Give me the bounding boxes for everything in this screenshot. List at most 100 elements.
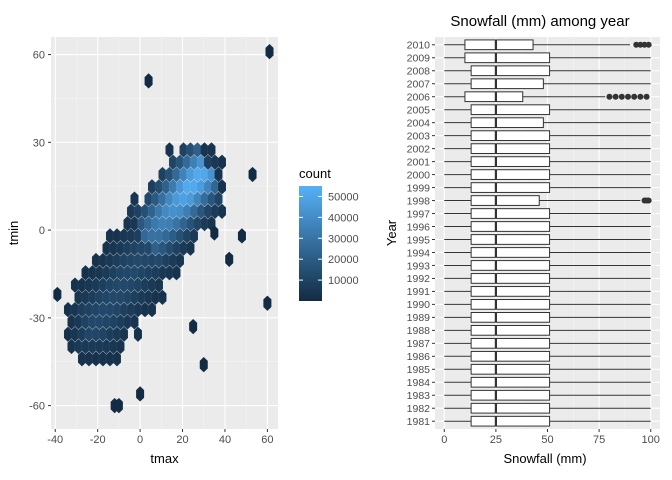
- hexbin-x-tick-label: 60: [261, 434, 273, 446]
- boxplot-iqr-box: [470, 415, 551, 427]
- boxplot-y-tick-label: 2002: [407, 143, 431, 155]
- hexbin-y-tick-label: -30: [29, 313, 45, 325]
- hexbin-outlier-cell: [237, 228, 246, 244]
- hexbin-cell: [214, 166, 223, 183]
- boxplot-iqr-box: [470, 363, 551, 375]
- hexbin-cell: [116, 338, 125, 355]
- boxplot-box-1991: [444, 286, 651, 297]
- legend-tick-label: 50000: [328, 191, 359, 203]
- boxplot-box-2003: [444, 130, 651, 142]
- boxplot-box-1993: [444, 260, 651, 271]
- boxplot-iqr-box: [470, 208, 551, 219]
- boxplot-iqr-box: [470, 402, 551, 414]
- hexbin-outlier-cell: [136, 386, 145, 402]
- boxplot-box-1985: [444, 363, 651, 375]
- boxplot-box-1995: [444, 234, 651, 245]
- legend-colorbar: [299, 186, 322, 301]
- boxplot-y-tick-label: 1985: [407, 364, 431, 376]
- boxplot-outlier: [643, 93, 650, 100]
- hexbin-cell: [214, 191, 223, 207]
- boxplot-y-tick-label: 2009: [407, 53, 431, 65]
- boxplot-outlier: [625, 93, 632, 100]
- hexbin-cell: [158, 289, 167, 306]
- boxplot-box-2004: [444, 117, 651, 129]
- boxplot-x-ticks: 0 25 50 75 100: [441, 429, 660, 446]
- legend-tick-label: 10000: [328, 275, 359, 287]
- boxplot-iqr-box: [470, 389, 551, 401]
- boxplot-iqr-box: [470, 247, 551, 258]
- boxplot-iqr-box: [470, 324, 551, 336]
- boxplot-box-1998: [444, 195, 652, 206]
- boxplot-outlier: [606, 93, 613, 100]
- boxplot-y-tick-label: 1984: [407, 377, 431, 389]
- boxplot-x-tick-label: 100: [642, 434, 660, 446]
- boxplot-x-axis-title: Snowfall (mm): [503, 451, 586, 466]
- hexbin-x-tick-label: -20: [90, 434, 106, 446]
- boxplot-y-axis-title: Year: [384, 219, 399, 246]
- boxplot-iqr-box: [470, 65, 551, 77]
- boxplot-box-1990: [444, 299, 651, 310]
- legend-tick-label: 40000: [328, 212, 359, 224]
- hexbin-outlier-cell: [210, 225, 219, 241]
- boxplot-iqr-box: [464, 91, 524, 103]
- boxplot-outlier: [631, 93, 638, 100]
- boxplot-iqr-box: [470, 78, 544, 90]
- boxplot-iqr-box: [470, 299, 551, 310]
- boxplot-box-1986: [444, 350, 651, 362]
- boxplot-y-tick-label: 1990: [407, 299, 431, 311]
- boxplot-x-tick-label: 50: [541, 434, 553, 446]
- hexbin-outlier-cell: [199, 357, 208, 373]
- hexbin-outlier-cell: [263, 295, 272, 311]
- boxplot-outlier: [633, 41, 640, 48]
- boxplot-box-2005: [444, 104, 651, 116]
- boxplot-y-tick-label: 1999: [407, 182, 431, 194]
- hexbin-outlier-cell: [189, 318, 198, 335]
- boxplot-iqr-box: [470, 234, 551, 245]
- hexbin-outlier-cell: [144, 73, 153, 89]
- boxplot-iqr-box: [470, 286, 551, 297]
- boxplot-y-tick-label: 2006: [407, 92, 431, 104]
- hexbin-x-ticks: -40 -20 0 20 40 60: [47, 429, 274, 446]
- hexbin-cell: [165, 142, 174, 158]
- boxplot-y-tick-label: 1989: [407, 312, 431, 324]
- hexbin-outlier-cell: [265, 44, 274, 60]
- legend-tick-label: 30000: [328, 233, 359, 245]
- boxplot-y-tick-label: 1993: [407, 260, 431, 272]
- hexbin-cell: [217, 179, 227, 195]
- hexbin-cell: [130, 191, 139, 207]
- boxplot-iqr-box: [470, 117, 544, 129]
- boxplot-iqr-box: [470, 104, 551, 116]
- boxplot-iqr-box: [470, 312, 551, 323]
- hexbin-y-ticks: -60 -30 0 30 60: [29, 50, 51, 413]
- boxplot-y-tick-label: 2007: [407, 79, 431, 91]
- boxplot-y-tick-label: 1982: [407, 403, 431, 415]
- boxplot-y-tick-label: 2008: [407, 66, 431, 78]
- hexbin-outlier-cell: [225, 251, 234, 267]
- boxplot-x-tick-label: 0: [441, 434, 447, 446]
- boxplot-y-tick-label: 1981: [407, 416, 431, 428]
- hexbin-outlier-cell: [53, 286, 62, 303]
- hexbin-cell: [172, 265, 181, 281]
- boxplot-box-2008: [444, 65, 651, 77]
- boxplot-iqr-box: [470, 350, 551, 362]
- boxplot-panel: Snowfall (mm) among year 0 25 50 75 100 1981…: [384, 13, 660, 466]
- legend-tick-label: 20000: [328, 254, 359, 266]
- hexbin-outlier-cell: [248, 166, 257, 183]
- boxplot-iqr-box: [470, 337, 551, 349]
- hexbin-cell: [147, 301, 157, 318]
- boxplot-outlier: [645, 197, 652, 204]
- hexbin-panel: -40 -20 0 20 40 60 -60 -30 0 30 60 tmax tmin: [6, 37, 278, 466]
- hexbin-x-axis-title: tmax: [150, 451, 179, 466]
- boxplot-box-1984: [444, 376, 651, 388]
- boxplot-y-tick-label: 2003: [407, 130, 431, 142]
- boxplot-box-2010: [444, 39, 652, 51]
- boxplot-iqr-box: [470, 260, 551, 271]
- boxplot-iqr-box: [470, 182, 551, 193]
- boxplot-box-2002: [444, 143, 651, 154]
- boxplot-y-ticks: 1981198219831984198519861987198819891990…: [407, 40, 435, 428]
- boxplot-box-1989: [444, 312, 651, 323]
- boxplot-box-2000: [444, 169, 651, 180]
- boxplot-box-1981: [444, 415, 651, 427]
- boxplot-iqr-box: [470, 156, 551, 167]
